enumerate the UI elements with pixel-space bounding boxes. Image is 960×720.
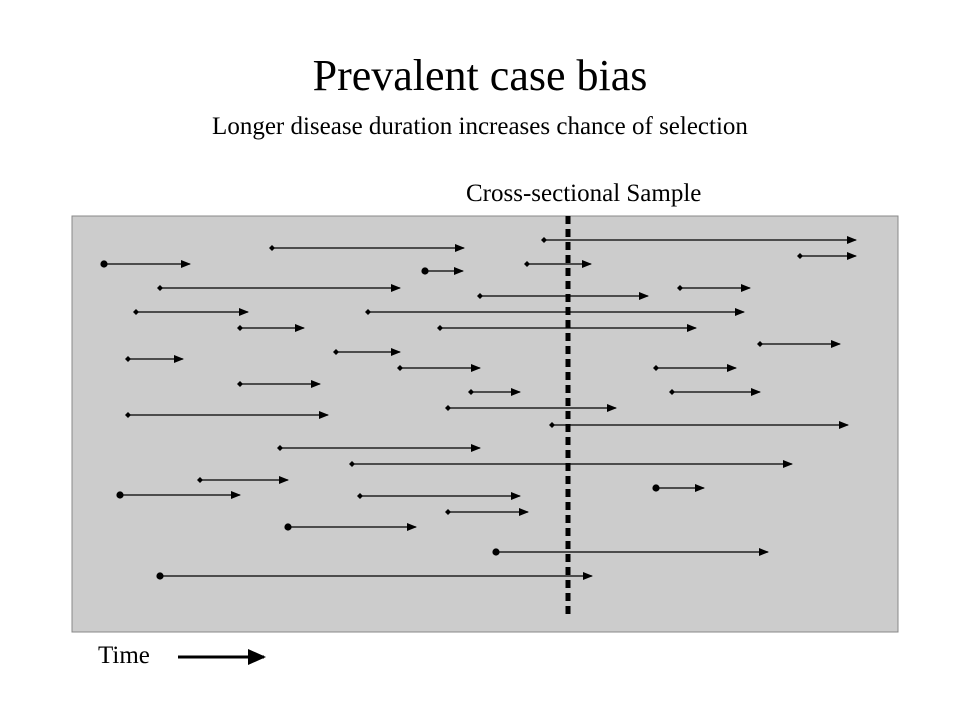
case-onset-diamond-icon bbox=[445, 405, 451, 411]
case-onset-diamond-icon bbox=[797, 253, 803, 259]
case-onset-diamond-icon bbox=[653, 365, 659, 371]
cross-sectional-sample-label: Cross-sectional Sample bbox=[466, 180, 702, 207]
case-onset-dot-icon bbox=[652, 484, 660, 492]
case-onset-diamond-icon bbox=[477, 293, 483, 299]
case-onset-diamond-icon bbox=[397, 365, 403, 371]
case-onset-diamond-icon bbox=[445, 509, 451, 515]
case-onset-diamond-icon bbox=[357, 493, 363, 499]
case-onset-diamond-icon bbox=[237, 381, 243, 387]
case-onset-dot-icon bbox=[116, 491, 124, 499]
case-onset-dot-icon bbox=[100, 260, 108, 268]
observation-panel bbox=[71, 215, 899, 633]
case-onset-diamond-icon bbox=[269, 245, 275, 251]
case-onset-diamond-icon bbox=[277, 445, 283, 451]
case-onset-dot-icon bbox=[156, 572, 164, 580]
case-onset-diamond-icon bbox=[333, 349, 339, 355]
case-onset-dot-icon bbox=[284, 523, 292, 531]
case-onset-diamond-icon bbox=[669, 389, 675, 395]
case-onset-diamond-icon bbox=[524, 261, 530, 267]
case-onset-diamond-icon bbox=[133, 309, 139, 315]
case-onset-dot-icon bbox=[421, 267, 429, 275]
case-onset-diamond-icon bbox=[125, 412, 131, 418]
case-onset-diamond-icon bbox=[757, 341, 763, 347]
case-onset-diamond-icon bbox=[237, 325, 243, 331]
case-onset-diamond-icon bbox=[349, 461, 355, 467]
case-onset-diamond-icon bbox=[157, 285, 163, 291]
case-onset-diamond-icon bbox=[468, 389, 474, 395]
case-onset-dot-icon bbox=[492, 548, 500, 556]
time-axis-label: Time bbox=[98, 642, 150, 669]
case-onset-diamond-icon bbox=[365, 309, 371, 315]
case-lines bbox=[100, 236, 857, 580]
case-onset-diamond-icon bbox=[677, 285, 683, 291]
page-subtitle: Longer disease duration increases chance… bbox=[212, 113, 748, 140]
case-onset-diamond-icon bbox=[197, 477, 203, 483]
case-onset-diamond-icon bbox=[541, 237, 547, 243]
page-title: Prevalent case bias bbox=[312, 51, 648, 100]
case-onset-diamond-icon bbox=[437, 325, 443, 331]
case-onset-diamond-icon bbox=[549, 422, 555, 428]
case-onset-diamond-icon bbox=[125, 356, 131, 362]
